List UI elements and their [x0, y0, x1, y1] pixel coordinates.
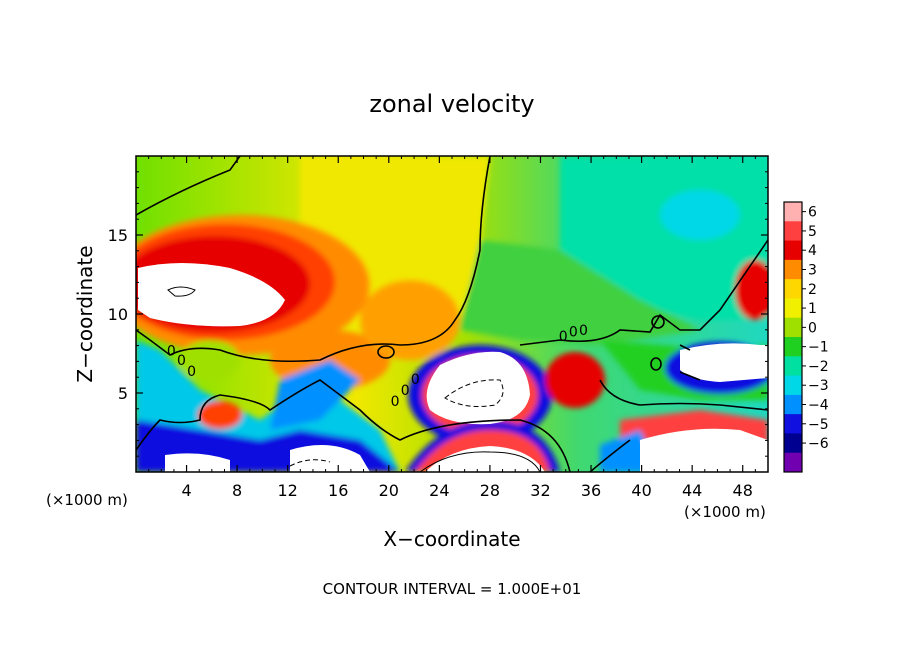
y-axis: 5 10 15	[108, 171, 768, 457]
contour-label: 0	[579, 323, 588, 339]
colorbar-swatch	[784, 452, 802, 473]
contour-label: 0	[401, 383, 410, 399]
x-unit-label: (×1000 m)	[684, 503, 766, 521]
chart-title: zonal velocity	[369, 90, 534, 118]
colorbar-tick-label: 5	[808, 224, 817, 240]
colorbar-tick-label: −5	[808, 417, 829, 433]
interior-contours	[167, 286, 541, 472]
contour-label: 0	[177, 353, 186, 369]
contour-label: 0	[559, 329, 568, 345]
colorbar-swatch	[784, 221, 802, 242]
x-axis: 4 8 12 16 20 24 28 32 36 40 44 48	[148, 156, 756, 500]
y-unit-label: (×1000 m)	[46, 491, 128, 509]
colorbar-swatch	[784, 317, 802, 338]
contour-label: 0	[411, 372, 420, 388]
colorbar-swatch	[784, 356, 802, 377]
x-axis-label: X−coordinate	[383, 527, 520, 551]
zero-contours	[136, 156, 768, 472]
x-tick-label: 8	[232, 481, 242, 500]
colorbar-frame	[783, 201, 803, 473]
saturated-cores	[138, 263, 768, 472]
x-tick-label: 20	[379, 481, 399, 500]
colorbar-swatch	[784, 394, 802, 415]
x-tick-label: 16	[328, 481, 348, 500]
contour-label: 0	[187, 364, 196, 380]
colorbar-swatch	[784, 414, 802, 434]
colorbar-swatch	[784, 259, 802, 280]
colorbar-swatch	[784, 298, 802, 319]
x-tick-label: 40	[631, 481, 651, 500]
colorbar-swatch	[784, 375, 802, 396]
colorbar-tick-label: −6	[808, 436, 829, 452]
contour-label: 0	[569, 324, 578, 340]
x-tick-label: 24	[429, 481, 449, 500]
y-tick-label: 15	[108, 226, 128, 245]
colorbar-tick-label: 1	[808, 301, 817, 317]
contour-interval-label: CONTOUR INTERVAL = 1.000E+01	[323, 580, 582, 598]
colorbar-tick-label: 3	[808, 263, 817, 279]
x-tick-label: 36	[581, 481, 601, 500]
x-tick-label: 28	[480, 481, 500, 500]
x-tick-label: 44	[682, 481, 702, 500]
x-tick-label: 4	[181, 481, 191, 500]
y-tick-label: 10	[108, 305, 128, 324]
colorbar-tick-label: −3	[808, 378, 829, 394]
colorbar-swatch	[784, 202, 802, 222]
plot-area	[136, 156, 768, 472]
colorbar-tick-label: −2	[808, 359, 829, 375]
colorbar-swatch	[784, 433, 802, 454]
colorbar-tick-label: 2	[808, 282, 817, 298]
colorbar-swatch	[784, 337, 802, 357]
x-tick-label: 48	[733, 481, 753, 500]
colorbar-tick-label: 4	[808, 243, 817, 259]
contour-label: 0	[167, 343, 176, 359]
colorbar-tick-label: 0	[808, 320, 817, 336]
contour-label: 0	[391, 394, 400, 410]
colorbar-tick-label: 6	[808, 205, 817, 221]
y-axis-label: Z−coordinate	[73, 245, 97, 382]
colorbar-tick-label: −4	[808, 398, 829, 414]
colorbar-swatch	[784, 240, 802, 261]
colorbar: 6 5 4 3 2 1 0 −1 −2 −3 −4 −5 −6	[783, 201, 829, 473]
x-tick-label: 32	[530, 481, 550, 500]
colorbar-tick-label: −1	[808, 340, 829, 356]
x-tick-label: 12	[278, 481, 298, 500]
colorbar-swatch	[784, 279, 802, 299]
y-tick-label: 5	[118, 384, 128, 403]
